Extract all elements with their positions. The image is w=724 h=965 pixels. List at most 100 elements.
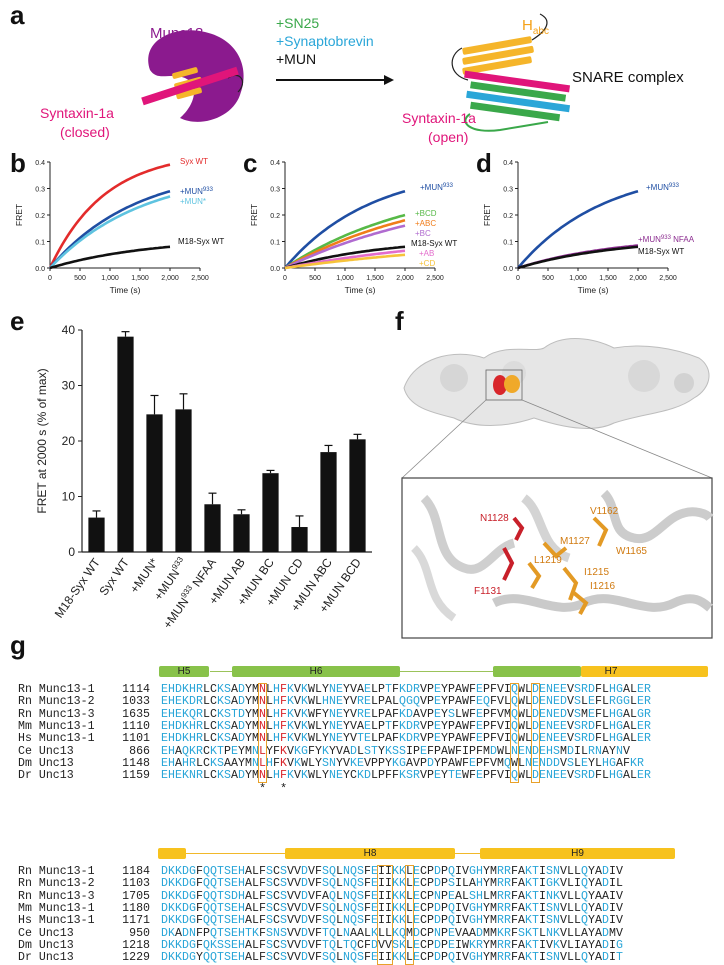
residue: Q xyxy=(581,951,588,965)
series-line-0 xyxy=(517,189,639,269)
residue: V xyxy=(560,951,567,965)
residue-f1131: F1131 xyxy=(474,586,502,597)
y-tick-label: 10 xyxy=(62,490,76,504)
residue: Y xyxy=(588,901,595,915)
residue: L xyxy=(371,719,378,733)
residue: L xyxy=(483,889,490,903)
residue: H xyxy=(168,769,175,783)
residue: V xyxy=(294,914,301,928)
residue: K xyxy=(175,938,182,952)
y-tick-label: 30 xyxy=(62,379,76,393)
residue: I xyxy=(609,901,616,915)
residue: K xyxy=(210,756,217,770)
residue: A xyxy=(602,744,609,758)
residue: F xyxy=(490,695,497,709)
organism-label: Rn Munc13-3 xyxy=(18,889,95,903)
residue: V xyxy=(455,926,462,940)
residue: I xyxy=(574,938,581,952)
residue: H xyxy=(476,951,483,965)
residue: F xyxy=(392,769,399,783)
residue: L xyxy=(357,744,364,758)
residue: D xyxy=(238,707,245,721)
residue: K xyxy=(525,865,532,878)
residue: D xyxy=(602,901,609,915)
helix-label-h5: H5 xyxy=(177,666,191,677)
residue: E xyxy=(175,695,182,709)
residue: T xyxy=(532,889,539,903)
y-tick-label: 0.2 xyxy=(503,213,513,220)
reaction-arrow-head xyxy=(384,75,394,85)
residue: F xyxy=(196,865,203,878)
residue: D xyxy=(364,769,371,783)
residue: M xyxy=(497,756,504,770)
residue: A xyxy=(581,926,588,940)
residue: G xyxy=(406,695,413,709)
residue: R xyxy=(497,901,504,915)
residue: E xyxy=(637,719,644,733)
y-tick-label: 0.0 xyxy=(503,266,513,273)
residue: W xyxy=(511,756,518,770)
residue-number: 1180 xyxy=(122,901,150,915)
residue: F xyxy=(259,901,266,915)
residue: K xyxy=(280,744,287,758)
residue: G xyxy=(189,889,196,903)
helix-label-h7: H7 xyxy=(604,666,618,677)
residue: K xyxy=(217,707,224,721)
residue: M xyxy=(504,707,511,721)
organism-label: Rn Munc13-2 xyxy=(18,877,95,891)
residue: V xyxy=(616,914,623,928)
residue: F xyxy=(196,877,203,891)
residue: F xyxy=(315,889,322,903)
residue: F xyxy=(595,769,602,783)
residue: F xyxy=(315,707,322,721)
residue: V xyxy=(343,756,350,770)
residue: L xyxy=(567,914,574,928)
residue: V xyxy=(567,719,574,733)
residue: E xyxy=(637,695,644,709)
residue: S xyxy=(217,756,224,770)
residue: N xyxy=(525,744,532,758)
residue: V xyxy=(462,901,469,915)
legend-bc-part: +BC xyxy=(415,229,431,238)
residue: H xyxy=(168,719,175,733)
residue: D xyxy=(161,951,168,965)
residue: R xyxy=(497,914,504,928)
residue: P xyxy=(427,889,434,903)
syntaxin-open-label-2: (open) xyxy=(428,129,468,145)
residue: Y xyxy=(441,732,448,746)
residue: R xyxy=(644,695,651,709)
residue: P xyxy=(483,769,490,783)
closed-habc-1 xyxy=(172,67,198,79)
residue: N xyxy=(329,695,336,709)
residue-number: 1229 xyxy=(122,951,150,965)
legend-mun933-part: +MUN xyxy=(420,183,443,192)
residue: F xyxy=(315,901,322,915)
residue: I xyxy=(455,951,462,965)
residue: E xyxy=(161,683,168,696)
residue: D xyxy=(371,938,378,952)
residue: K xyxy=(553,926,560,940)
residue: Q xyxy=(203,951,210,965)
residue: R xyxy=(413,683,420,696)
sequence: DKKDGFQQTSEHALFSCSVVDVFSQLNQSFEIIKKLECPD… xyxy=(161,878,623,890)
residue: A xyxy=(245,951,252,965)
surface-bump-4 xyxy=(674,373,694,393)
sequence: DKADNFPQTSEHTKFSNSVVDVFTQLNAALKLLKQMDCPN… xyxy=(161,926,623,940)
residue: L xyxy=(567,889,574,903)
residue: C xyxy=(210,732,217,746)
residue: P xyxy=(427,938,434,952)
residue: V xyxy=(287,744,294,758)
residue: Q xyxy=(350,938,357,952)
top-loop xyxy=(531,13,548,41)
residue: L xyxy=(252,951,259,965)
residue: Q xyxy=(511,719,518,733)
organism-label: Dm Unc13 xyxy=(18,938,74,952)
residue-number: 1103 xyxy=(122,877,150,891)
residue: S xyxy=(574,769,581,783)
series-line-1 xyxy=(284,213,406,270)
conserved-box-w1165 xyxy=(531,683,540,783)
residue: N xyxy=(553,901,560,915)
residue: T xyxy=(371,744,378,758)
residue: N xyxy=(546,769,553,783)
residue: E xyxy=(336,719,343,733)
